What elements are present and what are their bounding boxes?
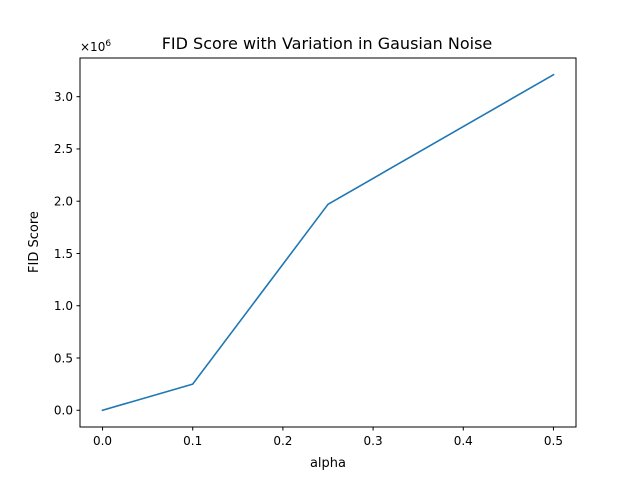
x-tick-label: 0.3 bbox=[364, 434, 383, 448]
y-tick-label: 1.0 bbox=[54, 299, 73, 313]
x-tick-label: 0.0 bbox=[93, 434, 112, 448]
chart-title: FID Score with Variation in Gausian Nois… bbox=[162, 34, 493, 53]
y-axis-label: FID Score bbox=[27, 211, 42, 273]
y-tick-label: 3.0 bbox=[54, 90, 73, 104]
y-tick-label: 1.5 bbox=[54, 247, 73, 261]
series-line-0 bbox=[101, 73, 555, 412]
y-axis-offset-label: ×106 bbox=[80, 39, 111, 54]
x-tick-label: 0.5 bbox=[544, 434, 563, 448]
x-axis-label: alpha bbox=[310, 456, 346, 471]
y-tick-label: 2.0 bbox=[54, 195, 73, 209]
y-tick-label: 0.0 bbox=[54, 404, 73, 418]
x-tick-label: 0.4 bbox=[454, 434, 473, 448]
x-axis-ticks: 0.0 0.1 0.2 0.3 0.4 0.5 bbox=[93, 427, 563, 448]
plot-frame bbox=[79, 57, 577, 428]
y-tick-label: 0.5 bbox=[54, 351, 73, 365]
y-offset-base: ×10 bbox=[80, 40, 105, 54]
series-layer bbox=[101, 73, 555, 412]
x-tick-label: 0.1 bbox=[183, 434, 202, 448]
y-axis-ticks: 0.0 0.5 1.0 1.5 2.0 2.5 3.0 bbox=[54, 90, 80, 418]
x-tick-label: 0.2 bbox=[273, 434, 292, 448]
y-tick-label: 2.5 bbox=[54, 142, 73, 156]
y-offset-exponent: 6 bbox=[105, 39, 111, 49]
